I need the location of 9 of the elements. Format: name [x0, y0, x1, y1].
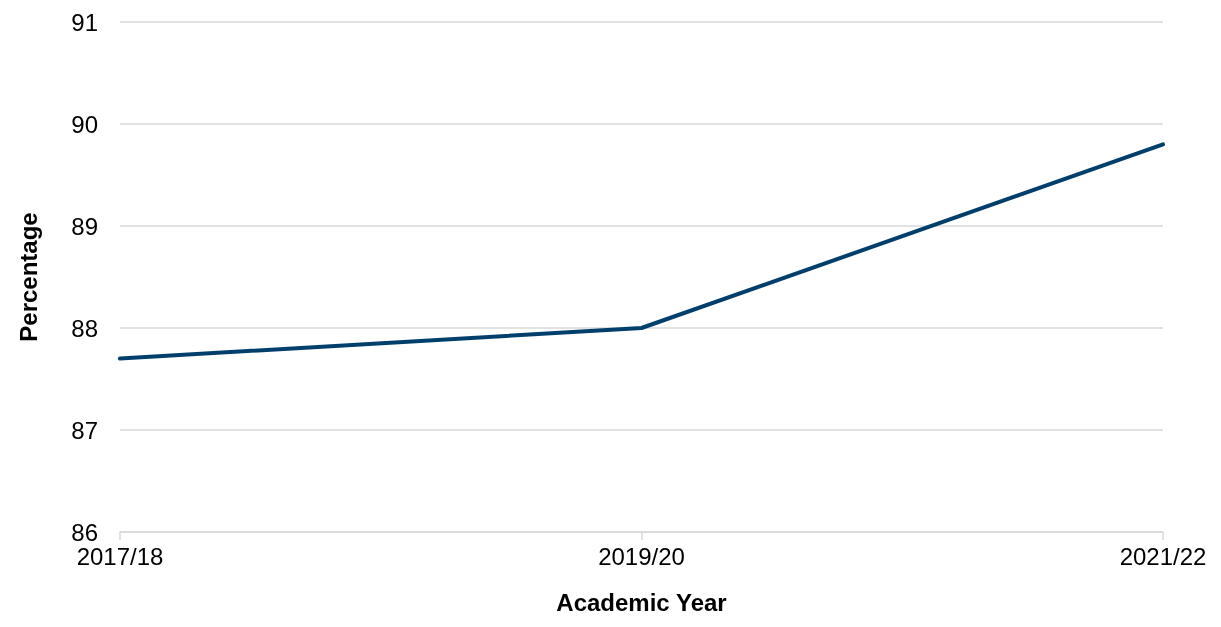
x-axis-title: Academic Year: [556, 588, 727, 616]
y-axis-title: Percentage: [14, 212, 42, 342]
x-tick-label: 2019/20: [598, 542, 685, 570]
y-tick-label: 91: [71, 8, 98, 36]
y-tick-label: 87: [71, 416, 98, 444]
y-tick-label: 89: [71, 212, 98, 240]
y-tick-label: 90: [71, 110, 98, 138]
y-tick-label: 88: [71, 314, 98, 342]
x-tick-label: 2021/22: [1119, 542, 1207, 570]
